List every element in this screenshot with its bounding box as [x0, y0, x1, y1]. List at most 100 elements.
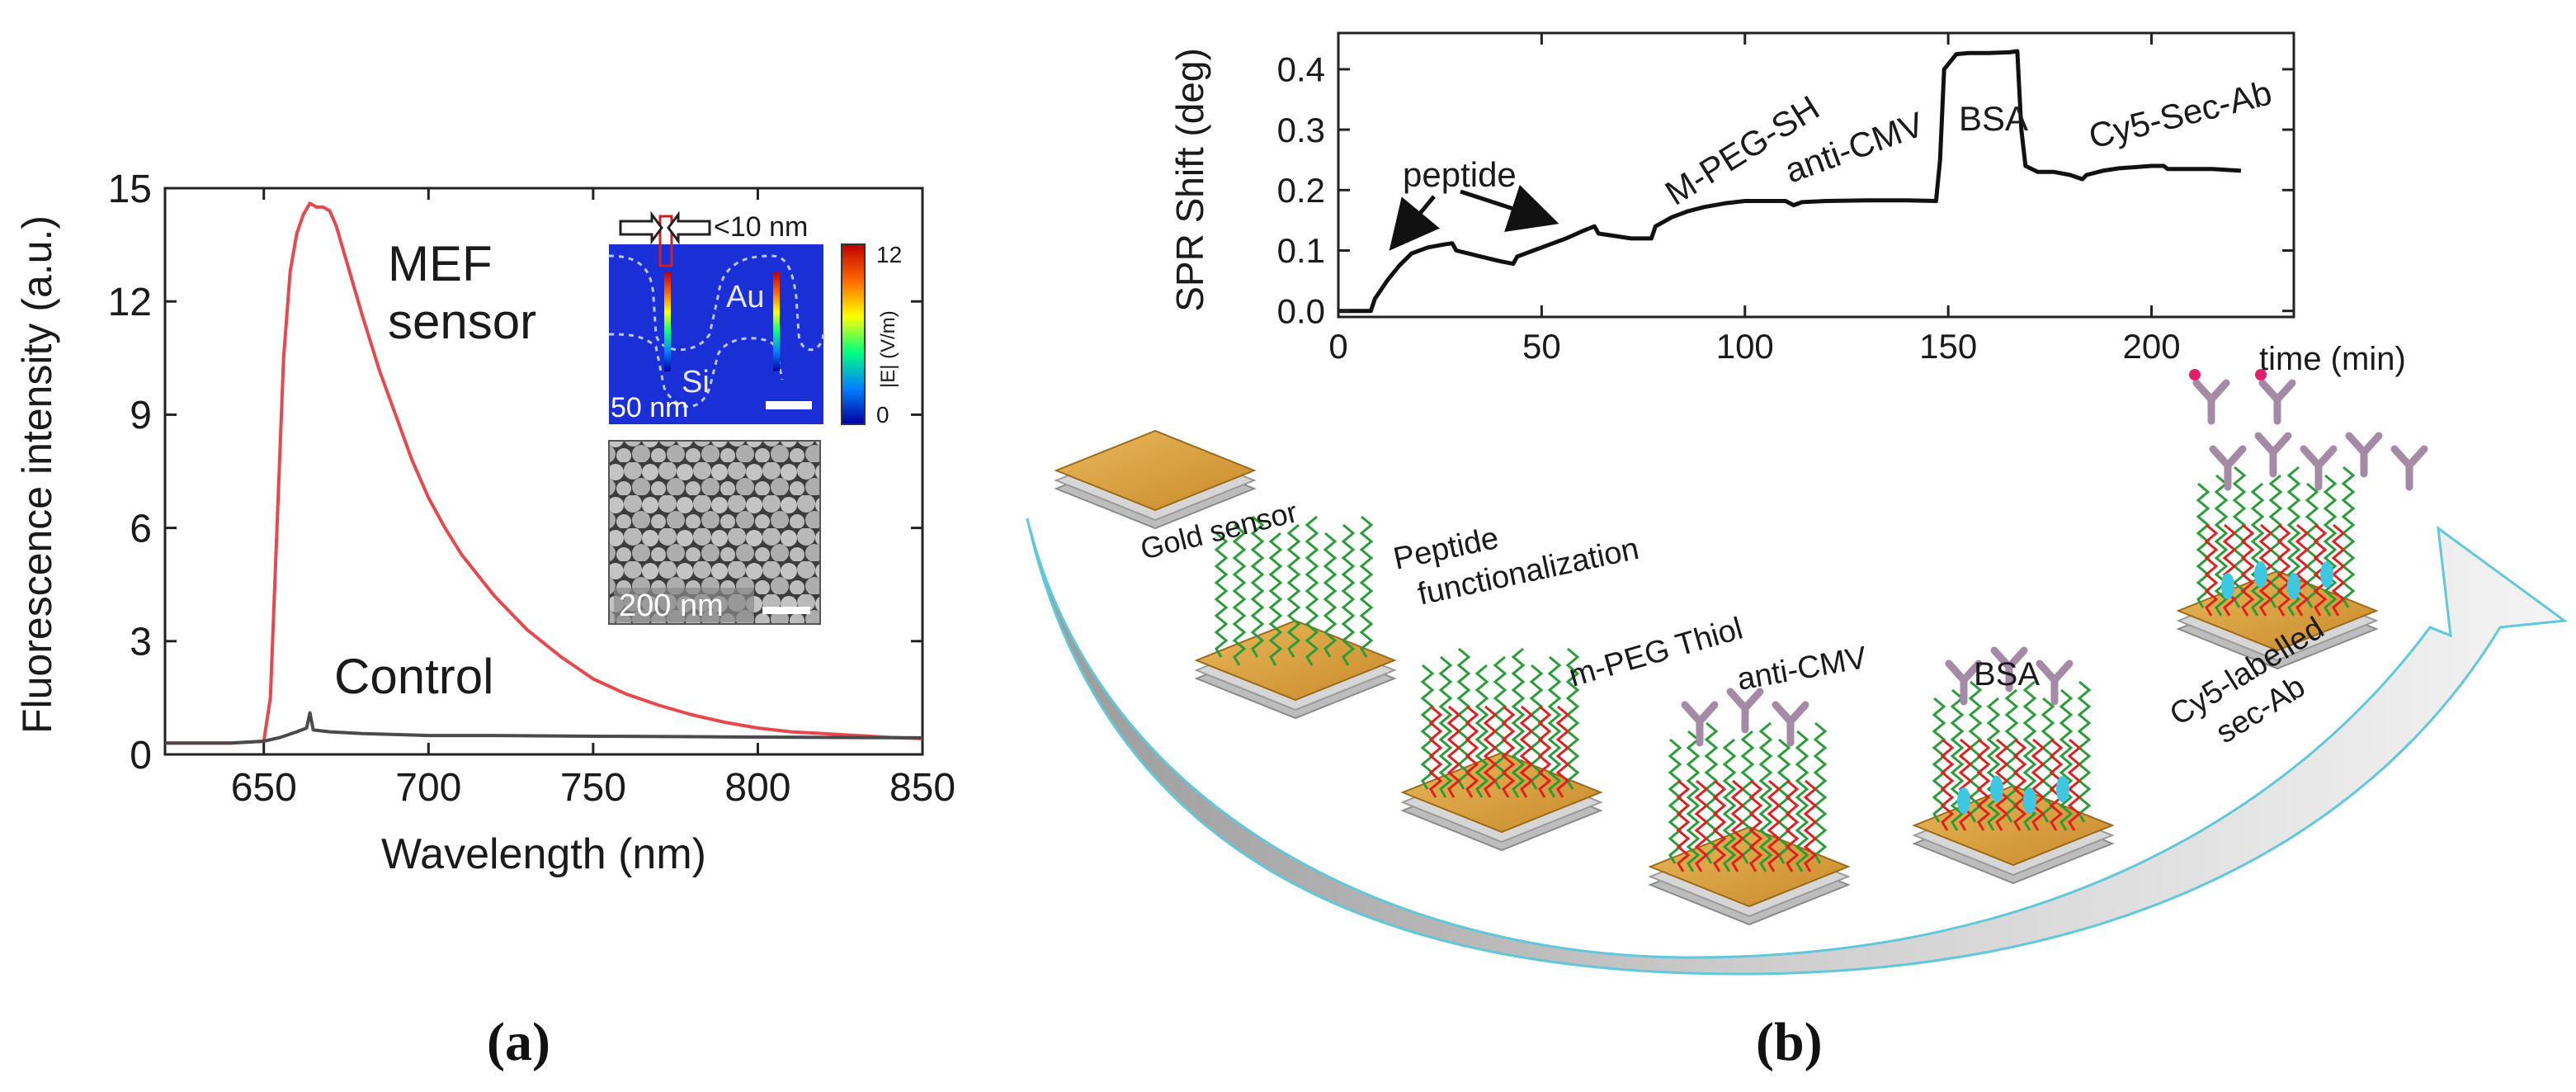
au-outline	[608, 254, 825, 352]
antibody-icon	[1772, 701, 1809, 747]
peptide-arrow-2	[1460, 184, 1559, 232]
y-tick-label: 0	[130, 734, 152, 778]
panel-b-x-axis-label: time (min)	[2259, 341, 2406, 377]
molecule-strand	[1323, 532, 1338, 658]
molecule-strand	[1341, 523, 1356, 666]
cy5-dye-icon	[2255, 369, 2267, 381]
molecule-strand	[2295, 523, 2309, 617]
y-tick-label: 15	[108, 168, 152, 211]
molecule-strand	[2067, 738, 2082, 831]
mef-label-line-1: MEF	[388, 236, 493, 291]
y-tick-label: 12	[108, 281, 152, 324]
molecule-strand	[1758, 721, 1773, 872]
molecule-strand	[1976, 738, 1991, 831]
bsa-molecule-icon	[2254, 561, 2267, 588]
molecule-strand	[2232, 466, 2247, 608]
bsa-molecule-icon	[2221, 573, 2234, 599]
field-scale-label: 50 nm	[611, 392, 689, 423]
sensor-stack-5	[1912, 646, 2115, 885]
molecule-strand	[2331, 523, 2346, 617]
control-series-label: Control	[334, 649, 493, 704]
antibody-icon	[2036, 659, 2074, 706]
colorbar-label: |E| (V/m)	[877, 310, 899, 388]
molecule-strand	[1748, 779, 1763, 872]
antibody-shape	[2300, 445, 2338, 491]
molecule-strand	[1686, 730, 1701, 872]
x-tick-label: 100	[1716, 327, 1774, 366]
sem-inset: 200 nm	[608, 440, 821, 625]
molecule-strand	[1986, 697, 2001, 831]
cy5-dye-icon	[2189, 369, 2201, 381]
sensor-stack-6	[2176, 369, 2428, 670]
molecule-strand	[1537, 705, 1552, 798]
molecule-strand	[1214, 532, 1229, 658]
molecule-strand	[1305, 515, 1319, 666]
antibody-icon	[2300, 445, 2338, 491]
peptide-arrow-1	[1389, 195, 1440, 251]
molecule-strand	[1565, 647, 1580, 790]
colorbar	[841, 243, 866, 425]
molecule-strand	[1250, 515, 1265, 658]
si-outline	[608, 333, 784, 408]
hotspot-right	[773, 272, 780, 371]
panel-label-a: (a)	[487, 1012, 550, 1072]
molecule-strand	[2204, 523, 2219, 617]
molecule-strand	[2077, 680, 2092, 823]
molecule-strand	[1940, 738, 1955, 831]
molecule-strand	[1446, 705, 1461, 798]
antibody-shape	[2192, 379, 2230, 425]
antibody-icon	[2345, 432, 2383, 478]
molecule-strand	[1483, 705, 1498, 798]
x-tick-label: 50	[1522, 327, 1561, 366]
panel-label-b: (b)	[1756, 1012, 1823, 1072]
step-label-bsa: BSA	[1974, 656, 2040, 693]
molecule-strand	[1803, 779, 1818, 872]
antibody-shape	[2254, 432, 2292, 478]
field-scale-bar	[766, 401, 812, 409]
gap-arrow-left	[619, 210, 663, 245]
panel-b-schematic: Gold sensor Peptide functionalization m-…	[1026, 369, 2569, 976]
panel-a-y-axis-label: Fluorescence intensity (a.u.)	[14, 215, 60, 734]
y-tick-label: 9	[130, 394, 152, 437]
molecule-strand	[1950, 688, 1965, 831]
antibody-shape	[2258, 379, 2296, 425]
panel-a-chart: 650 700 750 800 850 0 3 6 9 12 15 Fluorescence in…	[14, 168, 955, 878]
x-tick-label: 800	[724, 766, 790, 810]
gap-label: <10 nm	[714, 211, 808, 243]
bsa-molecule-icon	[2023, 787, 2036, 814]
antibody-icon	[1990, 646, 2028, 693]
antibody-shape	[1726, 688, 1764, 734]
mef-label-line-2: sensor	[388, 294, 536, 349]
workflow-arrow	[1026, 518, 2569, 976]
bsa-molecule-icon	[1957, 787, 1970, 814]
annotation-bsa: BSA	[1959, 99, 2028, 138]
antibody-icon	[2254, 432, 2292, 478]
au-label: Au	[726, 280, 764, 314]
x-tick-label: 0	[1328, 327, 1347, 366]
molecule-strand	[2196, 482, 2210, 608]
antibody-icon	[2390, 445, 2428, 491]
molecule-strand	[1438, 655, 1453, 798]
molecule-strand	[1511, 647, 1526, 798]
antibody-shape	[2390, 445, 2428, 491]
molecule-strand	[1785, 779, 1800, 872]
bsa-molecule-icon	[2056, 776, 2069, 802]
antibody-shape	[1990, 646, 2028, 693]
molecule-strand	[1547, 655, 1562, 798]
si-label: Si	[682, 365, 710, 399]
sensor-stack-4	[1648, 688, 1851, 926]
molecule-strand	[1428, 705, 1443, 798]
series-line-control	[165, 711, 923, 745]
x-tick-label: 150	[1919, 327, 1977, 366]
molecule-strand	[1712, 779, 1727, 872]
molecule-strand	[1776, 738, 1791, 864]
panel-b-chart: 0 50 100 150 200 0.0 0.1 0.2 0.3 0.4 SPR Shift (…	[1168, 31, 2406, 377]
x-tick-label: 700	[395, 766, 461, 810]
panel-a-plot-frame	[163, 187, 924, 756]
antibody-icon	[2209, 445, 2247, 491]
molecule-strand	[1795, 730, 1809, 872]
sensor-stack-3	[1400, 647, 1603, 852]
molecule-strand	[1420, 664, 1435, 790]
sensor-stack-1	[1054, 429, 1257, 530]
molecule-strand	[2214, 474, 2229, 617]
